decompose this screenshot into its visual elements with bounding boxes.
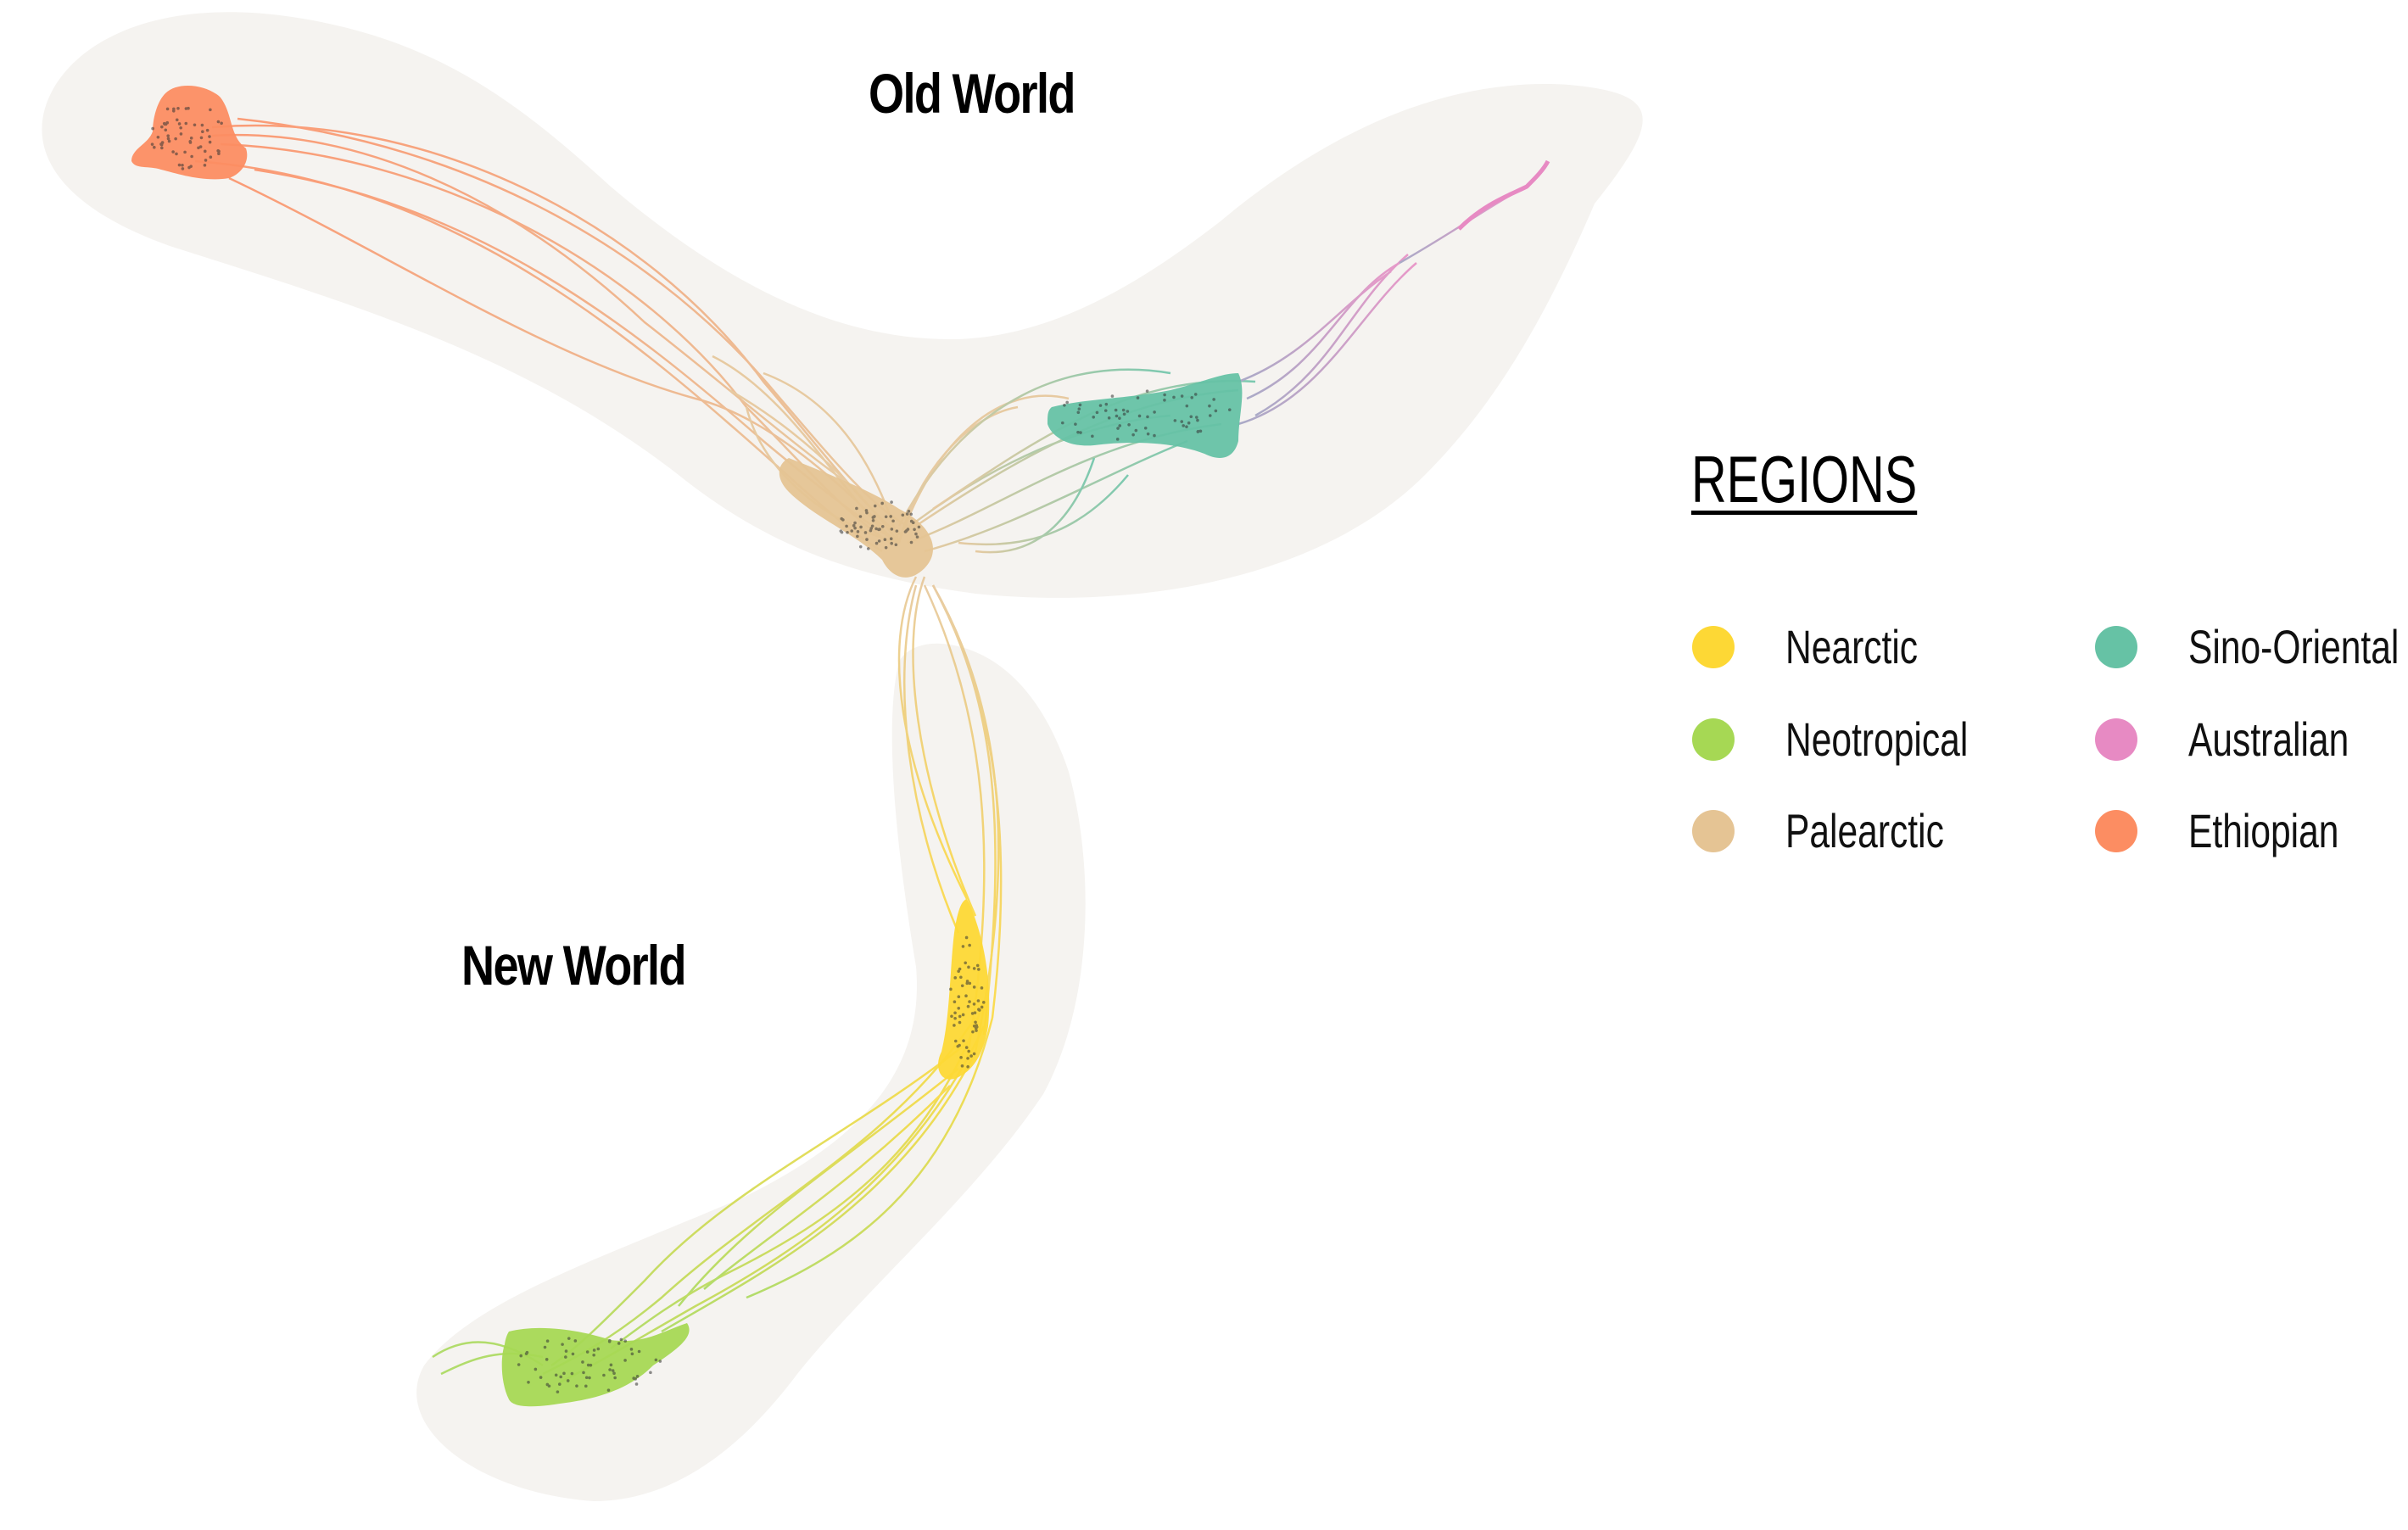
old-world-hull xyxy=(42,12,1643,598)
legend-swatch xyxy=(2095,626,2137,668)
legend-item-ethiopian: Ethiopian xyxy=(2095,806,2338,857)
new-world-hull xyxy=(416,643,1086,1501)
old-world-label: Old World xyxy=(869,62,1075,125)
region-clusters xyxy=(131,85,1550,1407)
legend-swatch xyxy=(2095,810,2137,852)
sino-oriental-cluster xyxy=(1048,373,1243,458)
legend-swatch xyxy=(1692,810,1735,852)
legend-label: Australian xyxy=(2188,712,2349,766)
legend-swatch xyxy=(2095,718,2137,761)
node-dots xyxy=(150,106,1232,1393)
legend-item-australian: Australian xyxy=(2095,714,2349,765)
new-world-label: New World xyxy=(461,934,687,997)
region-hulls xyxy=(42,12,1643,1501)
palearctic-cluster xyxy=(779,458,933,578)
legend-title: REGIONS xyxy=(1691,442,1918,517)
legend-item-palearctic: Palearctic xyxy=(1692,806,1944,857)
legend-label: Nearctic xyxy=(1785,620,1919,673)
ethiopian-cluster xyxy=(131,85,248,180)
legend-label: Neotropical xyxy=(1785,712,1969,766)
legend-item-nearctic: Nearctic xyxy=(1692,622,1918,673)
australian-cluster xyxy=(1457,159,1550,231)
legend-swatch xyxy=(1692,718,1735,761)
legend-label: Sino-Oriental xyxy=(2188,620,2400,673)
legend-item-neotropical: Neotropical xyxy=(1692,714,1968,765)
nearctic-cluster xyxy=(938,899,990,1080)
legend-label: Ethiopian xyxy=(2188,804,2339,857)
legend-swatch xyxy=(1692,626,1735,668)
legend-item-sino-oriental: Sino-Oriental xyxy=(2095,622,2399,673)
legend-label: Palearctic xyxy=(1785,804,1944,857)
